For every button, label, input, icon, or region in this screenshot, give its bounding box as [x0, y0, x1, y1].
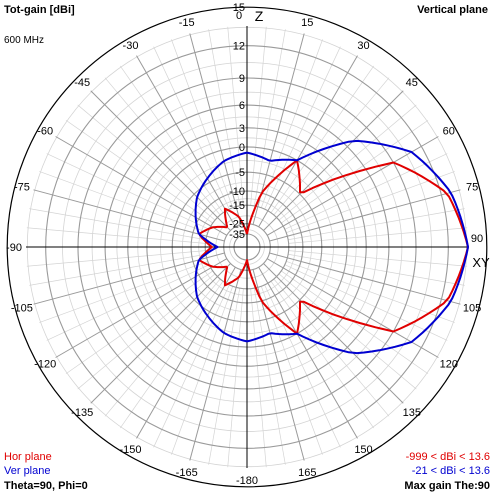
plane-title: Vertical plane	[417, 4, 488, 16]
minor-grid-spoke	[119, 65, 224, 214]
minor-grid-spoke	[284, 264, 448, 341]
angle-tick-label: 45	[406, 77, 418, 89]
minor-grid-spoke	[104, 77, 221, 216]
angle-tick-label: 30	[357, 40, 369, 52]
minor-grid-spoke	[278, 273, 417, 390]
radial-tick-label: -25	[229, 219, 245, 231]
angle-tick-label: -15	[179, 17, 195, 29]
minor-grid-spoke	[65, 119, 214, 224]
minor-grid-spoke	[260, 286, 323, 455]
radial-tick-label: -15	[229, 200, 245, 212]
angle-tick-label: 165	[298, 467, 316, 479]
minor-grid-spoke	[104, 278, 221, 417]
minor-grid-spoke	[77, 104, 216, 221]
angle-tick-label: 75	[466, 182, 478, 194]
radial-tick-label: 3	[239, 123, 245, 135]
minor-grid-spoke	[250, 26, 267, 206]
radial-tick-label: -35	[229, 229, 245, 241]
legend-ver-plane: Ver plane	[4, 465, 51, 477]
radial-tick-label: -10	[229, 186, 245, 198]
angle-tick-label: -150	[119, 444, 141, 456]
z-axis-label: Z	[255, 8, 264, 24]
angle-tick-label: -105	[11, 302, 33, 314]
angle-tick-label: -90	[6, 242, 22, 254]
angle-tick-label: -45	[74, 77, 90, 89]
angle-tick-label: -165	[176, 467, 198, 479]
xy-axis-label: XY	[472, 255, 490, 270]
minor-grid-spoke	[278, 104, 417, 221]
minor-grid-spoke	[119, 280, 224, 429]
angle-tick-label: -180	[236, 475, 258, 487]
minor-grid-spoke	[250, 288, 267, 468]
angle-tick-label: -60	[37, 126, 53, 138]
angle-tick-label: 0	[236, 10, 242, 22]
ver-range-readout: -21 < dBi < 13.6	[411, 465, 490, 477]
radial-tick-label: 15	[233, 2, 245, 14]
minor-grid-spoke	[286, 171, 455, 234]
angle-readout: Theta=90, Phi=0	[4, 480, 88, 492]
angle-tick-label: -120	[34, 359, 56, 371]
minor-grid-spoke	[39, 260, 208, 323]
angle-tick-label: -75	[14, 182, 30, 194]
radial-tick-label: 12	[233, 41, 245, 53]
minor-grid-spoke	[208, 288, 241, 465]
minor-grid-spoke	[270, 280, 375, 429]
series-hor-plane	[198, 159, 469, 335]
legend-hor-plane: Hor plane	[4, 451, 52, 463]
minor-grid-spoke	[264, 46, 341, 210]
chart-title: Tot-gain [dBi]	[4, 4, 75, 16]
major-grid-circle	[6, 6, 488, 488]
minor-grid-spoke	[29, 253, 206, 286]
minor-grid-spoke	[288, 208, 465, 241]
minor-grid-spoke	[264, 284, 341, 448]
series-ver-plane	[194, 139, 469, 355]
polar-axes	[26, 26, 468, 468]
minor-grid-spoke	[46, 153, 210, 230]
minor-grid-spoke	[227, 288, 244, 468]
radial-tick-label: 9	[239, 73, 245, 85]
major-grid-spoke	[90, 263, 231, 404]
label-layer: 15129630-5-10-15-25-35153045607510512013…	[6, 2, 490, 487]
angle-tick-label: 15	[301, 17, 313, 29]
frequency-label: 600 MHz	[4, 35, 45, 46]
minor-grid-spoke	[260, 39, 323, 208]
angle-tick-label: 135	[403, 407, 421, 419]
minor-grid-spoke	[208, 29, 241, 206]
minor-grid-spoke	[288, 227, 468, 244]
minor-grid-spoke	[286, 260, 455, 323]
minor-grid-spoke	[227, 26, 244, 206]
minor-grid-spoke	[253, 288, 286, 465]
angle-tick-label: -30	[123, 40, 139, 52]
minor-grid-spoke	[288, 253, 465, 286]
minor-grid-spoke	[284, 153, 448, 230]
radial-tick-label: 6	[239, 100, 245, 112]
minor-grid-spoke	[39, 171, 208, 234]
angle-tick-label: 105	[463, 302, 481, 314]
minor-grid-spoke	[29, 208, 206, 241]
minor-grid-spoke	[77, 273, 216, 390]
angle-tick-label: 150	[354, 444, 372, 456]
minor-grid-spoke	[171, 39, 234, 208]
minor-grid-spoke	[270, 65, 375, 214]
angle-tick-label: -135	[71, 407, 93, 419]
angle-tick-label: 60	[443, 126, 455, 138]
angle-tick-label: 90	[471, 233, 483, 245]
minor-grid-spoke	[153, 284, 230, 448]
max-gain-readout: Max gain The:90	[404, 480, 490, 492]
radial-tick-label: -5	[235, 167, 245, 179]
minor-grid-spoke	[46, 264, 210, 341]
major-grid-spoke	[90, 90, 231, 231]
minor-grid-spoke	[153, 46, 230, 210]
minor-grid-spoke	[253, 29, 286, 206]
minor-grid-spoke	[26, 227, 206, 244]
radial-tick-label: 0	[239, 142, 245, 154]
hor-range-readout: -999 < dBi < 13.6	[405, 451, 490, 463]
angle-tick-label: 120	[440, 359, 458, 371]
series-layer	[194, 139, 469, 355]
minor-grid-spoke	[65, 270, 214, 375]
minor-grid-spoke	[288, 250, 468, 267]
minor-grid-spoke	[26, 250, 206, 267]
minor-grid-spoke	[171, 286, 234, 455]
